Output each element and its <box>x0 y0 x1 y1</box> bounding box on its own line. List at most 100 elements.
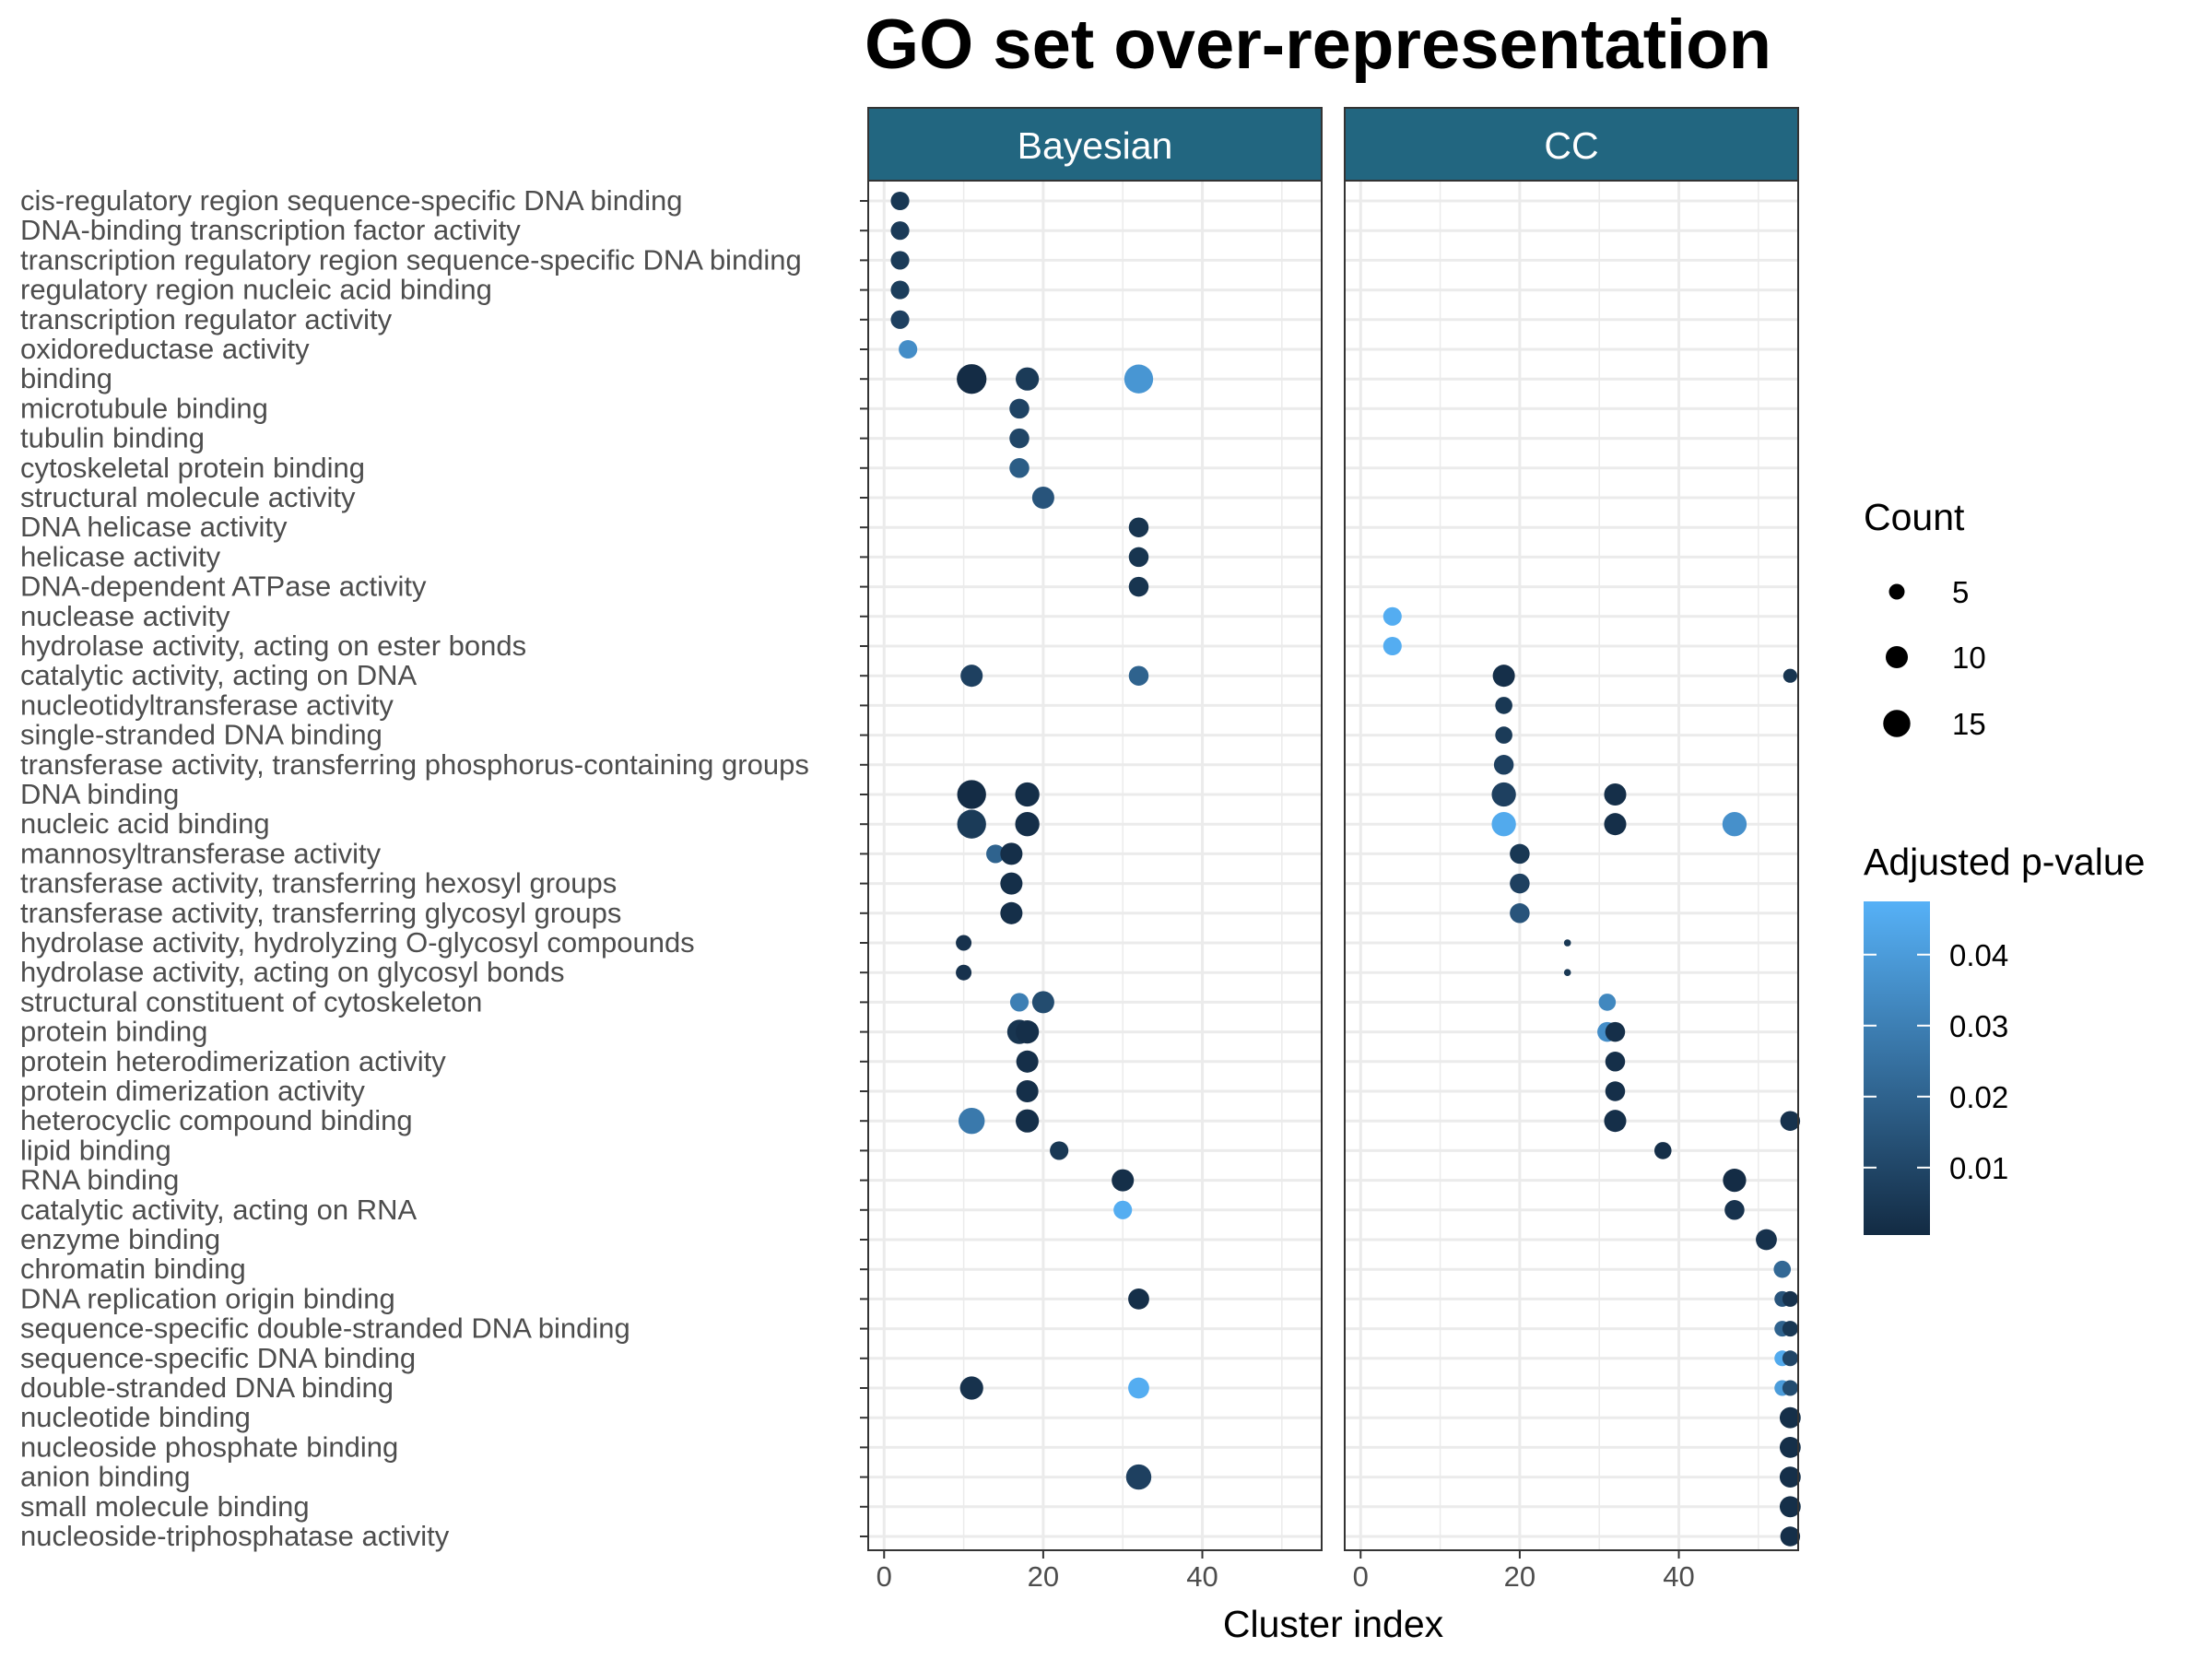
color-legend-bar <box>1864 901 1930 1235</box>
y-tick-label: heterocyclic compound binding <box>20 1104 413 1136</box>
y-tick-label: hydrolase activity, acting on ester bond… <box>20 629 526 662</box>
data-point <box>957 809 986 839</box>
data-point <box>1756 1229 1777 1251</box>
color-legend-title: Adjusted p-value <box>1864 841 2145 883</box>
data-point <box>1604 782 1627 806</box>
data-point <box>1009 993 1030 1012</box>
y-tick-label: helicase activity <box>20 540 221 572</box>
data-point <box>1009 458 1030 478</box>
data-point <box>1050 1141 1069 1160</box>
y-tick-label: lipid binding <box>20 1134 171 1166</box>
y-tick-label: RNA binding <box>20 1164 179 1196</box>
y-tick-label: protein dimerization activity <box>20 1075 365 1107</box>
panel-border <box>867 180 1323 1551</box>
data-point <box>1128 665 1149 686</box>
x-tick-label: 20 <box>1028 1560 1059 1593</box>
y-tick-label: nucleoside phosphate binding <box>20 1430 398 1463</box>
data-point <box>1723 1168 1747 1193</box>
y-tick-label: enzyme binding <box>20 1223 220 1255</box>
x-tick-label: 0 <box>877 1560 892 1593</box>
data-point <box>1604 813 1627 836</box>
data-point <box>1000 901 1023 924</box>
data-point <box>956 964 972 981</box>
y-tick-label: small molecule binding <box>20 1490 310 1523</box>
data-point <box>1783 668 1797 683</box>
data-point <box>890 310 910 329</box>
data-point <box>1563 969 1571 977</box>
data-point <box>1782 1321 1798 1337</box>
data-point <box>1382 636 1402 656</box>
chart-title: GO set over-representation <box>865 6 1771 84</box>
data-point <box>1009 398 1030 419</box>
y-tick-label: DNA binding <box>20 778 179 810</box>
size-legend-key <box>1888 583 1905 600</box>
data-point <box>1510 903 1530 924</box>
y-tick-label: DNA-dependent ATPase activity <box>20 571 427 603</box>
facet-strip-label: CC <box>1544 124 1598 167</box>
x-tick-label: 40 <box>1186 1560 1218 1593</box>
facet-strip-cc <box>1344 107 1799 182</box>
data-point <box>1016 1019 1040 1044</box>
y-tick-label: sequence-specific double-stranded DNA bi… <box>20 1312 630 1345</box>
data-point <box>1382 606 1402 626</box>
data-point <box>890 251 910 270</box>
panel-border <box>1344 180 1799 1551</box>
data-point <box>1128 1288 1149 1310</box>
data-point <box>899 339 918 359</box>
data-point <box>1773 1260 1792 1278</box>
size-legend-title: Count <box>1864 496 1965 538</box>
y-tick-label: chromatin binding <box>20 1253 246 1285</box>
data-point <box>890 191 910 211</box>
data-point <box>1112 1169 1135 1192</box>
y-tick-label: catalytic activity, acting on RNA <box>20 1194 417 1226</box>
data-point <box>1782 1380 1798 1396</box>
y-tick-label: transferase activity, transferring glyco… <box>20 897 621 929</box>
data-point <box>1495 697 1512 714</box>
y-tick-label: DNA helicase activity <box>20 511 288 543</box>
data-point <box>1779 1466 1801 1488</box>
y-tick-label: hydrolase activity, acting on glycosyl b… <box>20 956 564 988</box>
y-tick-label: microtubule binding <box>20 392 268 424</box>
data-point <box>1000 842 1023 865</box>
y-tick-label: sequence-specific DNA binding <box>20 1342 416 1374</box>
data-point <box>1605 1052 1626 1072</box>
y-tick-label: hydrolase activity, hydrolyzing O-glycos… <box>20 926 695 959</box>
data-point <box>1128 576 1149 597</box>
data-point <box>960 665 983 688</box>
data-point <box>1016 1079 1039 1103</box>
data-point <box>1724 1200 1745 1220</box>
y-tick-label: nuclease activity <box>20 600 230 632</box>
data-point <box>1510 873 1530 894</box>
facet-strip-label: Bayesian <box>1018 124 1173 167</box>
size-legend-label: 10 <box>1952 641 1986 675</box>
data-point <box>1113 1200 1133 1219</box>
y-tick-label: nucleic acid binding <box>20 807 270 840</box>
data-point <box>1491 782 1516 807</box>
y-tick-label: tubulin binding <box>20 422 205 454</box>
data-point <box>1125 1464 1152 1490</box>
y-tick-label: structural constituent of cytoskeleton <box>20 985 482 1018</box>
data-point <box>1016 367 1040 391</box>
data-point <box>1128 517 1149 537</box>
data-point <box>1031 486 1054 510</box>
data-point <box>957 780 986 809</box>
x-tick-label: 20 <box>1504 1560 1535 1593</box>
data-point <box>957 364 987 394</box>
data-point <box>890 280 910 300</box>
y-tick-label: mannosyltransferase activity <box>20 837 382 869</box>
color-legend-label: 0.04 <box>1949 938 2008 972</box>
data-point <box>1128 547 1149 568</box>
data-point <box>1495 726 1512 744</box>
y-tick-label: transferase activity, transferring phosp… <box>20 748 809 781</box>
y-tick-label: transferase activity, transferring hexos… <box>20 867 617 900</box>
data-point <box>1015 782 1040 807</box>
size-legend-key <box>1883 710 1911 737</box>
data-point <box>1722 812 1747 837</box>
y-tick-label: cytoskeletal protein binding <box>20 452 365 484</box>
size-legend-label: 15 <box>1952 707 1986 741</box>
y-tick-label: single-stranded DNA binding <box>20 719 382 751</box>
data-point <box>1015 812 1040 837</box>
color-legend-label: 0.01 <box>1949 1151 2008 1185</box>
